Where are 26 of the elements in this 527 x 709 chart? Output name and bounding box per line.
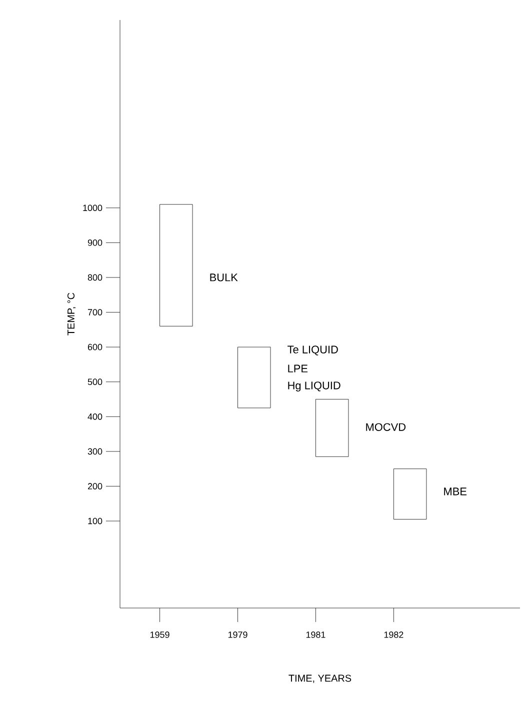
annotation: Te LIQUID xyxy=(288,346,338,356)
bar xyxy=(316,399,349,457)
x-axis-title: TIME, YEARS xyxy=(288,674,352,683)
y-tick-label: 800 xyxy=(88,274,102,281)
y-tick-label: 1000 xyxy=(83,204,102,212)
bar xyxy=(393,468,427,520)
y-tick-label: 600 xyxy=(88,344,102,350)
y-tick-label: 200 xyxy=(88,483,102,490)
y-tick-label: 400 xyxy=(88,413,102,420)
x-tick-label: 1979 xyxy=(228,632,248,638)
x-tick-label: 1959 xyxy=(150,632,170,638)
annotation: BULK xyxy=(210,274,238,282)
annotation: Hg LIQUID xyxy=(288,382,340,392)
y-tick-label: 300 xyxy=(88,448,102,455)
y-tick-label: 700 xyxy=(88,309,102,316)
x-tick-label: 1982 xyxy=(384,632,404,638)
y-axis-title: TEMP, °C xyxy=(67,292,76,336)
bar xyxy=(160,204,193,326)
bar xyxy=(238,346,271,408)
x-tick-label: 1981 xyxy=(306,632,326,638)
annotation: MOCVD xyxy=(366,423,406,431)
annotation: LPE xyxy=(288,364,308,372)
y-tick-label: 900 xyxy=(88,239,102,246)
y-tick-label: 500 xyxy=(88,378,102,386)
y-tick-label: 100 xyxy=(88,518,102,524)
text: MBE xyxy=(444,488,466,496)
